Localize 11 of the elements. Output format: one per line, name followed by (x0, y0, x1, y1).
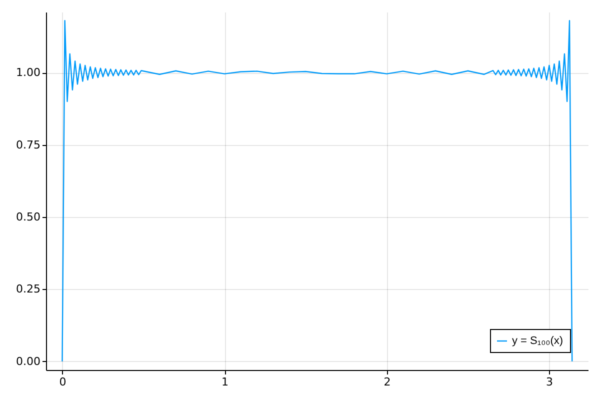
y-tick-label: 1.00 (16, 66, 40, 80)
x-tick-label: 1 (222, 376, 229, 388)
legend-label: y = S₁₀₀(x) (512, 335, 564, 347)
x-tick-label: 0 (59, 376, 66, 388)
line-series (62, 20, 573, 362)
y-tick-label: 0.00 (16, 354, 40, 368)
x-tick-label: 2 (384, 376, 391, 388)
y-tick-label: 0.75 (16, 138, 40, 152)
y-tick-label: 0.50 (16, 210, 40, 224)
y-tick-label: 0.25 (16, 282, 40, 296)
x-tick-label: 3 (546, 376, 554, 388)
